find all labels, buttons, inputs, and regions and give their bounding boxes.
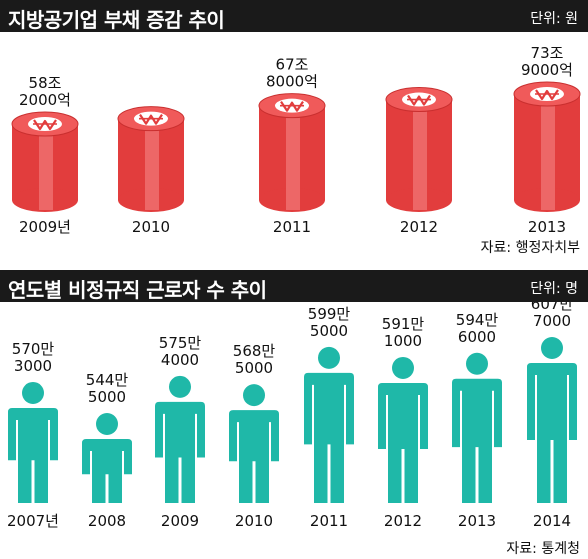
workers-category-label: 2010 xyxy=(235,512,273,530)
person-icon xyxy=(155,375,205,503)
debt-bar-highlight xyxy=(145,118,159,210)
person-icon xyxy=(8,381,58,503)
person-icon xyxy=(527,337,577,503)
debt-bar-highlight xyxy=(39,124,53,210)
won-sign-icon xyxy=(275,98,309,113)
person-icon xyxy=(82,413,132,503)
debt-title: 지방공기업 부채 증감 추이 xyxy=(8,8,225,32)
debt-bar xyxy=(385,87,453,212)
workers-unit: 단위: 명 xyxy=(530,281,578,297)
person-body xyxy=(304,372,354,503)
workers-value-label: 3000 xyxy=(14,357,52,375)
workers-value-label: 591만 xyxy=(382,315,425,333)
workers-category-label: 2014 xyxy=(533,512,571,530)
won-sign-icon xyxy=(134,111,168,126)
workers-category-label: 2011 xyxy=(310,512,348,530)
person-body xyxy=(155,401,205,503)
person-head xyxy=(22,381,44,404)
workers-value-label: 599만 xyxy=(308,305,351,323)
person-head xyxy=(96,413,118,435)
person-body xyxy=(8,407,58,503)
workers-category-label: 2007년 xyxy=(7,512,59,530)
debt-unit: 단위: 원 xyxy=(530,11,578,27)
person-icon xyxy=(229,384,279,503)
workers-value-label: 6000 xyxy=(458,328,496,346)
workers-title: 연도별 비정규직 근로자 수 추이 xyxy=(8,278,267,302)
person-head xyxy=(392,356,414,379)
person-icon xyxy=(452,352,502,503)
debt-category-label: 2009년 xyxy=(19,218,71,236)
person-icon xyxy=(378,356,428,503)
workers-value-label: 1000 xyxy=(384,332,422,350)
won-sign-icon xyxy=(530,87,564,101)
debt-value-label: 8000억 xyxy=(266,73,318,91)
won-sign-icon xyxy=(28,117,62,131)
workers-chart: 570만30002007년544만50002008575만40002009568… xyxy=(7,302,577,530)
person-head xyxy=(318,346,340,369)
workers-value-label: 7000 xyxy=(533,312,571,330)
workers-value-label: 594만 xyxy=(456,311,499,329)
person-head xyxy=(466,352,488,375)
debt-header: 지방공기업 부채 증감 추이 단위: 원 xyxy=(0,0,588,32)
person-body xyxy=(452,378,502,503)
debt-bar-highlight xyxy=(286,105,300,210)
debt-bar xyxy=(258,93,326,212)
person-head xyxy=(243,384,265,407)
workers-header: 연도별 비정규직 근로자 수 추이 단위: 명 xyxy=(0,270,588,302)
workers-value-label: 607만 xyxy=(531,302,574,313)
debt-category-label: 2013 xyxy=(528,218,566,236)
won-sign-icon xyxy=(402,92,436,107)
debt-bar-highlight xyxy=(413,99,427,210)
person-head xyxy=(169,375,191,398)
debt-bar xyxy=(11,111,79,212)
debt-value-label: 2000억 xyxy=(19,91,71,109)
debt-source: 자료: 행정자치부 xyxy=(480,240,580,256)
person-icon xyxy=(304,346,354,503)
workers-category-label: 2013 xyxy=(458,512,496,530)
debt-value-label: 67조 xyxy=(276,56,309,74)
workers-value-label: 5000 xyxy=(235,359,273,377)
workers-value-label: 5000 xyxy=(310,322,348,340)
debt-category-label: 2012 xyxy=(400,218,438,236)
workers-value-label: 575만 xyxy=(159,334,202,352)
workers-value-label: 4000 xyxy=(161,351,199,369)
workers-category-label: 2009 xyxy=(161,512,199,530)
debt-category-label: 2010 xyxy=(132,218,170,236)
debt-value-label: 9000억 xyxy=(521,61,573,79)
debt-bar xyxy=(117,106,185,212)
person-head xyxy=(541,337,563,359)
workers-value-label: 5000 xyxy=(88,388,126,406)
workers-category-label: 2008 xyxy=(88,512,126,530)
workers-category-label: 2012 xyxy=(384,512,422,530)
workers-value-label: 544만 xyxy=(86,371,129,389)
debt-value-label: 58조 xyxy=(29,74,62,92)
debt-value-label: 73조 xyxy=(531,44,564,62)
debt-bar-highlight xyxy=(541,94,555,210)
workers-value-label: 570만 xyxy=(12,340,55,358)
person-body xyxy=(229,410,279,503)
person-body xyxy=(378,382,428,503)
person-body xyxy=(82,439,132,503)
debt-bar xyxy=(513,81,581,212)
workers-source: 자료: 통계청 xyxy=(506,541,580,557)
debt-category-label: 2011 xyxy=(273,218,311,236)
workers-value-label: 568만 xyxy=(233,342,276,360)
person-body xyxy=(527,363,577,503)
